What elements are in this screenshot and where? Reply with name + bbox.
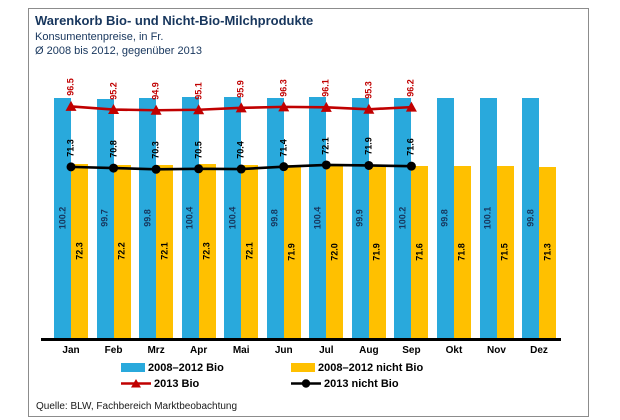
x-tick-feb: Feb xyxy=(104,345,123,356)
bar-nicht-bio-feb xyxy=(113,164,131,338)
circle-marker xyxy=(194,164,204,174)
legend: 2008–2012 Bio 2008–2012 nicht Bio 2013 Bio… xyxy=(121,361,501,390)
legend-label: 2008–2012 nicht Bio xyxy=(318,361,424,374)
triangle-marker xyxy=(65,100,77,111)
bar-nicht-bio-apr xyxy=(198,164,216,338)
x-tick-nov: Nov xyxy=(487,345,506,356)
chart-frame: Warenkorb Bio- und Nicht-Bio-Milchproduk… xyxy=(28,8,589,417)
bar-bio-dez xyxy=(522,98,540,338)
bar-bio-aug xyxy=(351,98,369,338)
x-tick-mai: Mai xyxy=(232,345,250,356)
bar-nicht-bio-jun xyxy=(283,165,301,338)
legend-label: 2013 nicht Bio xyxy=(324,377,399,390)
source-note: Quelle: BLW, Fachbereich Marktbeobachtun… xyxy=(36,401,238,412)
circle-marker xyxy=(151,164,161,174)
circle-marker xyxy=(406,161,416,171)
line-series-overlay xyxy=(65,100,417,174)
bar-nicht-bio-jul xyxy=(326,165,344,338)
triangle-marker xyxy=(193,104,205,115)
legend-label: 2013 Bio xyxy=(154,377,200,390)
triangle-marker xyxy=(363,103,375,114)
x-axis-line xyxy=(41,338,561,341)
legend-item-3: 2013 nicht Bio xyxy=(291,377,501,390)
circle-marker xyxy=(279,162,289,172)
triangle-marker xyxy=(108,104,120,115)
bar-nicht-bio-okt xyxy=(453,165,471,338)
x-tick-jul: Jul xyxy=(319,345,334,356)
bar-bio-sep xyxy=(394,97,412,338)
bar-bio-jun xyxy=(266,98,284,338)
bar-nicht-bio-aug xyxy=(368,165,386,338)
bar-nicht-bio-mai xyxy=(241,164,259,338)
triangle-marker xyxy=(150,104,162,115)
bar-bio-okt xyxy=(436,98,454,338)
triangle-marker xyxy=(405,101,417,112)
bar-bio-nov xyxy=(479,97,497,338)
bar-bio-mrz xyxy=(139,98,157,338)
chart-title: Warenkorb Bio- und Nicht-Bio-Milchproduk… xyxy=(35,13,314,28)
legend-label: 2008–2012 Bio xyxy=(148,361,224,374)
triangle-marker xyxy=(235,102,247,113)
x-tick-okt: Okt xyxy=(445,345,463,356)
bar-nicht-bio-dez xyxy=(539,166,557,338)
chart-subtitle-units: Konsumentenpreise, in Fr. xyxy=(35,31,164,43)
legend-swatch-icon xyxy=(121,363,145,372)
plot-area: 100.2 72.3 99.7 72.2 99.8 72.1 100.4 72.3 100.4 7… xyxy=(41,69,571,338)
circle-marker xyxy=(66,162,76,172)
legend-swatch-icon xyxy=(291,363,315,372)
bar-nicht-bio-nov xyxy=(496,166,514,338)
circle-marker xyxy=(236,164,246,174)
chart-subtitle-period: Ø 2008 bis 2012, gegenüber 2013 xyxy=(35,45,202,57)
bar-bio-jan xyxy=(54,97,71,338)
bar-nicht-bio-mrz xyxy=(156,164,174,338)
x-tick-mrz: Mrz xyxy=(147,345,165,356)
bar-nicht-bio-sep xyxy=(411,166,429,338)
triangle-marker xyxy=(278,101,290,112)
legend-item-0: 2008–2012 Bio xyxy=(121,361,291,374)
legend-line-circle-icon xyxy=(291,378,321,389)
triangle-marker xyxy=(320,101,332,112)
bar-bio-jul xyxy=(309,97,327,338)
bar-nicht-bio-jan xyxy=(71,164,88,338)
circle-marker xyxy=(321,160,331,170)
legend-item-2: 2013 Bio xyxy=(121,377,291,390)
bar-bio-apr xyxy=(181,97,199,338)
bar-bio-feb xyxy=(96,98,114,338)
bar-bio-mai xyxy=(224,97,242,338)
x-tick-sep: Sep xyxy=(402,345,421,356)
x-tick-jan: Jan xyxy=(62,345,80,356)
x-tick-jun: Jun xyxy=(274,345,293,356)
legend-line-triangle-icon xyxy=(121,378,151,389)
x-axis-labels: Jan Feb Mrz Apr Mai Jun Jul Aug Sep Okt Nov Dez xyxy=(41,345,571,359)
circle-marker xyxy=(364,160,374,170)
x-tick-aug: Aug xyxy=(359,345,379,356)
circle-marker xyxy=(109,163,119,173)
x-tick-dez: Dez xyxy=(530,345,548,356)
x-tick-apr: Apr xyxy=(190,345,208,356)
legend-item-1: 2008–2012 nicht Bio xyxy=(291,361,501,374)
